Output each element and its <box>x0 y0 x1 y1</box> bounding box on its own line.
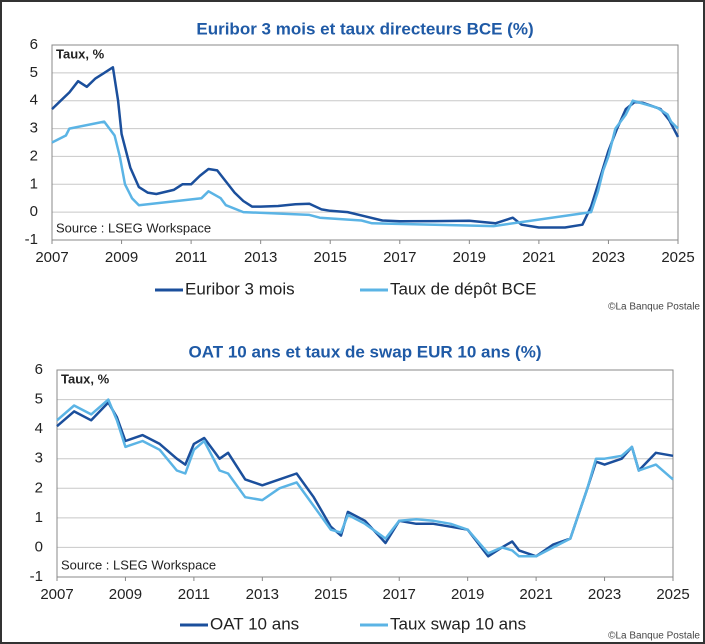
y-tick-label: -1 <box>25 231 38 248</box>
x-tick-label: 2023 <box>592 249 625 266</box>
plot-frame <box>51 44 679 241</box>
y-tick-label: 5 <box>35 391 43 408</box>
credit: ©La Banque Postale <box>608 302 700 313</box>
y-tick-label: 0 <box>30 203 38 220</box>
plot-frame <box>56 369 674 578</box>
series-line <box>51 66 680 229</box>
y-tick-label: 2 <box>30 147 38 164</box>
x-tick-label: 2009 <box>109 586 142 603</box>
x-tick-label: 2013 <box>244 249 277 266</box>
y-tick-label: 0 <box>35 538 43 555</box>
credit: ©La Banque Postale <box>608 631 700 642</box>
series-line <box>56 401 674 558</box>
x-tick-label: 2019 <box>453 249 486 266</box>
x-tick-label: 2011 <box>178 586 210 603</box>
x-tick-label: 2015 <box>314 586 347 603</box>
x-tick-label: 2025 <box>661 249 694 266</box>
x-tick-label: 2025 <box>656 586 689 603</box>
y-tick-label: -1 <box>30 568 43 585</box>
series-line <box>51 99 679 228</box>
y-tick-label: 5 <box>30 64 38 81</box>
annotation: Taux, % <box>56 46 105 61</box>
x-tick-label: 2009 <box>105 249 138 266</box>
y-tick-label: 3 <box>30 120 38 137</box>
legend-label: Taux de dépôt BCE <box>390 279 536 298</box>
legend-label: OAT 10 ans <box>210 614 299 633</box>
legend-label: Euribor 3 mois <box>185 279 295 298</box>
y-tick-label: 2 <box>35 479 43 496</box>
y-tick-label: 6 <box>35 361 43 378</box>
x-tick-label: 2015 <box>314 249 347 266</box>
y-tick-label: 1 <box>35 509 43 526</box>
legend-label: Taux swap 10 ans <box>390 614 526 633</box>
x-tick-label: 2017 <box>383 249 416 266</box>
y-tick-label: 6 <box>30 36 38 53</box>
x-tick-label: 2007 <box>40 586 73 603</box>
y-tick-label: 4 <box>35 420 43 437</box>
x-tick-label: 2023 <box>588 586 621 603</box>
x-tick-label: 2011 <box>175 249 207 266</box>
x-tick-label: 2021 <box>519 586 552 603</box>
y-tick-label: 1 <box>30 175 38 192</box>
x-tick-label: 2019 <box>451 586 484 603</box>
chart-title: Euribor 3 mois et taux directeurs BCE (%… <box>196 19 533 38</box>
annotation: Taux, % <box>61 371 110 386</box>
x-tick-label: 2013 <box>246 586 279 603</box>
x-tick-label: 2017 <box>383 586 416 603</box>
y-tick-label: 4 <box>30 92 38 109</box>
x-tick-label: 2007 <box>35 249 68 266</box>
series-line <box>56 398 674 558</box>
y-tick-label: 3 <box>35 450 43 467</box>
annotation: Source : LSEG Workspace <box>61 557 216 572</box>
annotation: Source : LSEG Workspace <box>56 220 211 235</box>
chart-title: OAT 10 ans et taux de swap EUR 10 ans (%… <box>188 342 541 361</box>
x-tick-label: 2021 <box>522 249 555 266</box>
